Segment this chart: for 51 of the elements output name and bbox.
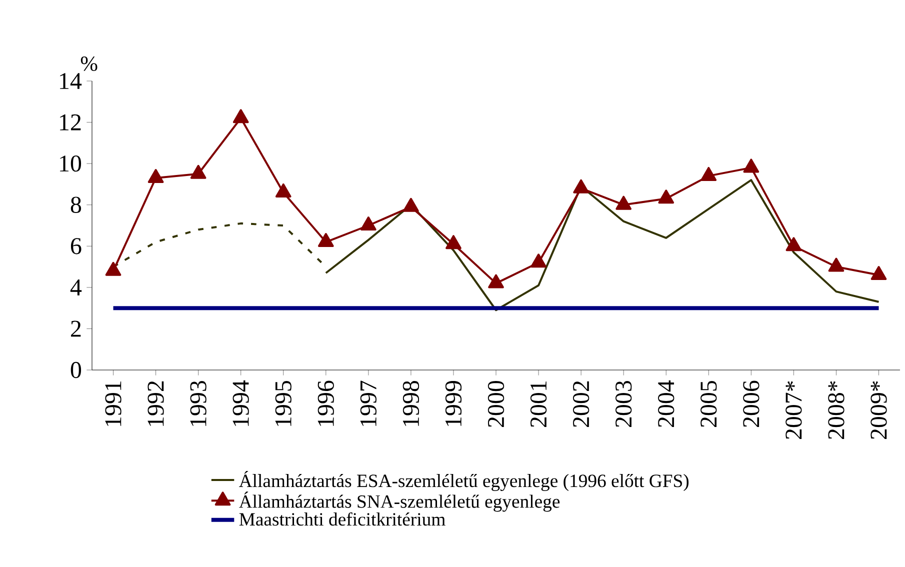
y-axis-title: % — [80, 56, 98, 71]
point — [275, 183, 292, 198]
point — [148, 169, 164, 184]
legend-label: Államháztartás SNA-szemléletű egyenlege — [239, 492, 560, 512]
x-tick-label: 2004 — [658, 380, 674, 427]
y-tick-label: 6 — [70, 238, 82, 254]
x-tick-label: 2008* — [828, 381, 844, 439]
y-tick-label: 10 — [60, 155, 82, 172]
point — [870, 266, 887, 280]
point — [828, 258, 844, 272]
point — [743, 158, 760, 173]
line-series — [324, 179, 880, 312]
point — [700, 166, 717, 181]
x-tick-label: 1993 — [190, 380, 206, 426]
point — [105, 262, 122, 276]
x-tick-label: 2000 — [488, 380, 504, 427]
x-tick-label: 1999 — [445, 381, 462, 426]
x-tick-label: 2001 — [530, 381, 547, 427]
point — [190, 164, 206, 179]
x-tick-label: 1994 — [232, 380, 249, 426]
x-tick-label: 2002 — [572, 381, 590, 427]
x-tick-label: 2007* — [786, 381, 802, 439]
x-tick-label: 1995 — [275, 380, 292, 426]
y-tick-label: 2 — [71, 320, 81, 337]
y-tick-label: 8 — [70, 196, 82, 213]
x-tick-label: 2006 — [743, 380, 760, 427]
legend-label: Maastrichti deficitkritérium — [239, 512, 446, 526]
x-tick-label: 1992 — [148, 381, 164, 426]
legend-label: Államháztartás ESA-szemléletű egyenlege (1996 előtt GFS) — [239, 470, 689, 492]
x-tick-label: 2005 — [700, 380, 717, 427]
point — [530, 254, 546, 268]
y-tick-label: 14 — [60, 73, 82, 89]
point — [403, 198, 419, 212]
y-tick-label: 4 — [70, 280, 82, 296]
x-tick-label: 1991 — [105, 381, 122, 426]
x-tick-label: 2003 — [615, 380, 632, 427]
point — [616, 196, 632, 210]
y-tick-label: 12 — [60, 114, 81, 130]
point — [446, 235, 462, 250]
point — [360, 216, 376, 230]
x-tick-label: 1997 — [360, 380, 376, 426]
point — [232, 109, 249, 124]
point — [786, 237, 802, 252]
point — [318, 233, 334, 248]
x-tick-label: 2009* — [870, 381, 887, 439]
point — [488, 274, 504, 288]
point — [573, 179, 589, 194]
y-tick-label: 0 — [70, 362, 82, 378]
point — [658, 190, 674, 204]
x-tick-label: 1996 — [318, 380, 334, 426]
x-tick-label: 1998 — [402, 380, 420, 426]
